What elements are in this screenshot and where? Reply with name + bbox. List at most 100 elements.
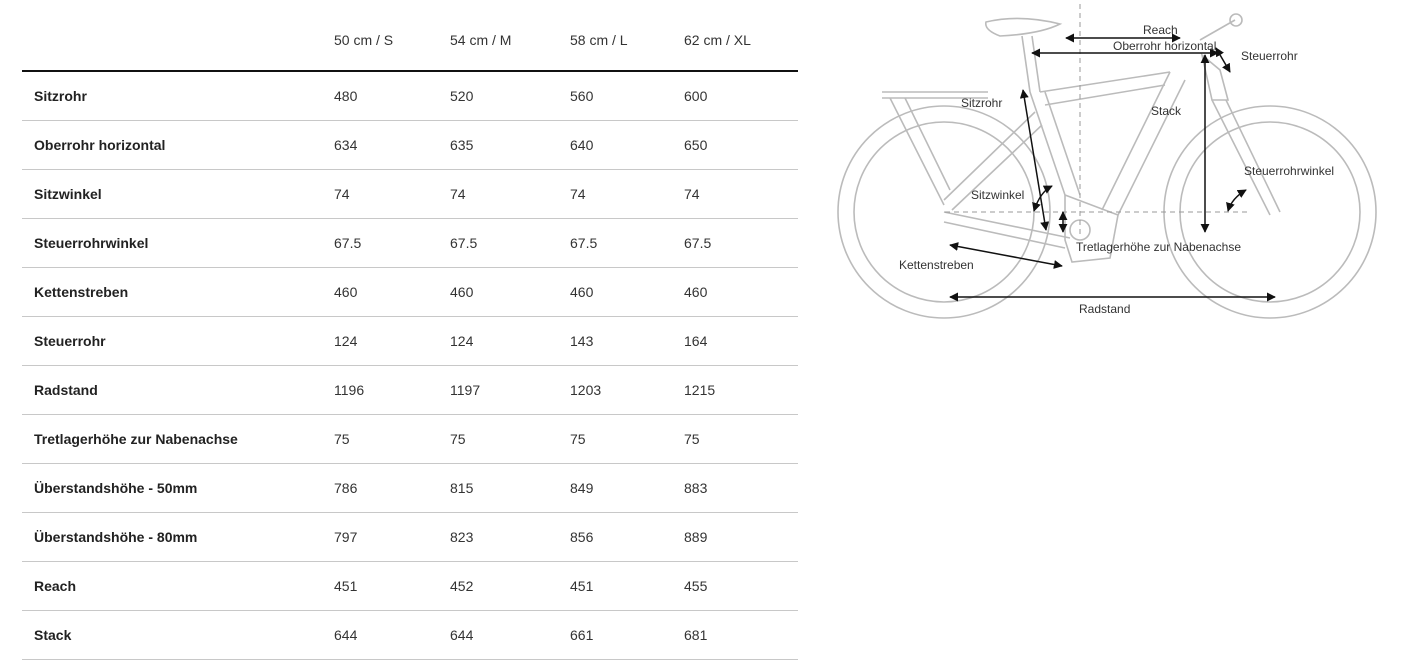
cell-value: 75 — [684, 414, 798, 464]
handlebar-stem — [1199, 19, 1236, 41]
label-kettenstreben: Kettenstreben — [899, 258, 974, 272]
row-label: Sitzrohr — [22, 71, 334, 121]
cell-value: 661 — [570, 610, 684, 660]
measure-arrows — [949, 33, 1276, 302]
row-label: Radstand — [22, 365, 334, 415]
cell-value: 889 — [684, 512, 798, 562]
column-header: 62 cm / XL — [684, 0, 798, 72]
cell-value: 1196 — [334, 365, 450, 415]
table-row: Tretlagerhöhe zur Nabenachse 75 75 75 75 — [22, 414, 798, 464]
cell-value: 520 — [450, 71, 570, 121]
down-tube — [1101, 71, 1186, 216]
fork — [1211, 99, 1281, 216]
cell-value: 823 — [450, 512, 570, 562]
row-label: Sitzwinkel — [22, 169, 334, 219]
table-row: Sitzrohr 480 520 560 600 — [22, 71, 798, 121]
cell-value: 1203 — [570, 365, 684, 415]
cell-value: 681 — [684, 610, 798, 660]
geometry-table: 50 cm / S 54 cm / M 58 cm / L 62 cm / XL… — [22, 0, 798, 660]
cell-value: 451 — [570, 561, 684, 611]
table-row: Oberrohr horizontal 634 635 640 650 — [22, 120, 798, 170]
front-wheel — [1163, 105, 1377, 319]
table-row: Steuerrohrwinkel 67.5 67.5 67.5 67.5 — [22, 218, 798, 268]
cell-value: 75 — [570, 414, 684, 464]
rear-wheel — [837, 105, 1051, 319]
cell-value: 650 — [684, 120, 798, 170]
cell-value: 74 — [684, 169, 798, 219]
cell-value: 815 — [450, 463, 570, 513]
label-sitzwinkel: Sitzwinkel — [971, 188, 1024, 202]
row-label: Tretlagerhöhe zur Nabenachse — [22, 414, 334, 464]
cell-value: 635 — [450, 120, 570, 170]
cell-value: 786 — [334, 463, 450, 513]
column-header: 54 cm / M — [450, 0, 570, 72]
row-label: Oberrohr horizontal — [22, 120, 334, 170]
cell-value: 143 — [570, 316, 684, 366]
cell-value: 460 — [450, 267, 570, 317]
row-label: Überstandshöhe - 50mm — [22, 463, 334, 513]
row-label: Reach — [22, 561, 334, 611]
cell-value: 75 — [334, 414, 450, 464]
cell-value: 67.5 — [570, 218, 684, 268]
cell-value: 75 — [450, 414, 570, 464]
saddle — [984, 17, 1063, 37]
table-row: Reach 451 452 451 455 — [22, 561, 798, 611]
label-oberrohr: Oberrohr horizontal — [1113, 39, 1216, 53]
cell-value: 67.5 — [684, 218, 798, 268]
label-radstand: Radstand — [1079, 302, 1130, 316]
rack — [882, 91, 988, 206]
cell-value: 856 — [570, 512, 684, 562]
cell-value: 124 — [334, 316, 450, 366]
table-row: Stack 644 644 661 681 — [22, 610, 798, 660]
handlebar-grip — [1229, 13, 1243, 27]
head-tube-arrow — [1215, 47, 1231, 73]
cell-value: 883 — [684, 463, 798, 513]
row-label: Überstandshöhe - 80mm — [22, 512, 334, 562]
cell-value: 460 — [334, 267, 450, 317]
seat-angle-arrow — [1032, 185, 1053, 212]
cell-value: 640 — [570, 120, 684, 170]
cell-value: 164 — [684, 316, 798, 366]
cell-value: 460 — [570, 267, 684, 317]
cell-value: 480 — [334, 71, 450, 121]
row-label: Stack — [22, 610, 334, 660]
label-reach: Reach — [1143, 23, 1178, 37]
cell-value: 452 — [450, 561, 570, 611]
label-stack: Stack — [1151, 104, 1182, 118]
cell-value: 644 — [450, 610, 570, 660]
cell-value: 67.5 — [334, 218, 450, 268]
table-row: Steuerrohr 124 124 143 164 — [22, 316, 798, 366]
chain-stay — [943, 211, 1071, 249]
label-tretlager: Tretlagerhöhe zur Nabenachse — [1076, 240, 1241, 254]
column-header: 58 cm / L — [570, 0, 684, 72]
cell-value: 849 — [570, 463, 684, 513]
table-row: Überstandshöhe - 80mm 797 823 856 889 — [22, 512, 798, 562]
cell-value: 1215 — [684, 365, 798, 415]
cell-value: 600 — [684, 71, 798, 121]
label-steuerrohr: Steuerrohr — [1241, 49, 1298, 63]
head-angle-arrow — [1226, 189, 1247, 212]
row-label: Steuerrohr — [22, 316, 334, 366]
cell-value: 67.5 — [450, 218, 570, 268]
table-row: Kettenstreben 460 460 460 460 — [22, 267, 798, 317]
cell-value: 451 — [334, 561, 450, 611]
table-row: Überstandshöhe - 50mm 786 815 849 883 — [22, 463, 798, 513]
cell-value: 74 — [570, 169, 684, 219]
cell-value: 74 — [334, 169, 450, 219]
table-header-row: 50 cm / S 54 cm / M 58 cm / L 62 cm / XL — [22, 0, 798, 72]
row-label: Kettenstreben — [22, 267, 334, 317]
bike-geometry-diagram: Reach Oberrohr horizontal Steuerrohr Sit… — [837, 4, 1377, 319]
cell-value: 455 — [684, 561, 798, 611]
column-header — [22, 0, 334, 72]
reference-lines — [945, 4, 1250, 235]
row-label: Steuerrohrwinkel — [22, 218, 334, 268]
table-row: Radstand 1196 1197 1203 1215 — [22, 365, 798, 415]
top-tube — [1039, 71, 1171, 106]
cell-value: 634 — [334, 120, 450, 170]
cell-value: 560 — [570, 71, 684, 121]
cell-value: 1197 — [450, 365, 570, 415]
cell-value: 460 — [684, 267, 798, 317]
column-header: 50 cm / S — [334, 0, 450, 72]
label-sitzrohr: Sitzrohr — [961, 96, 1002, 110]
chainstay-arrow — [949, 242, 1063, 269]
